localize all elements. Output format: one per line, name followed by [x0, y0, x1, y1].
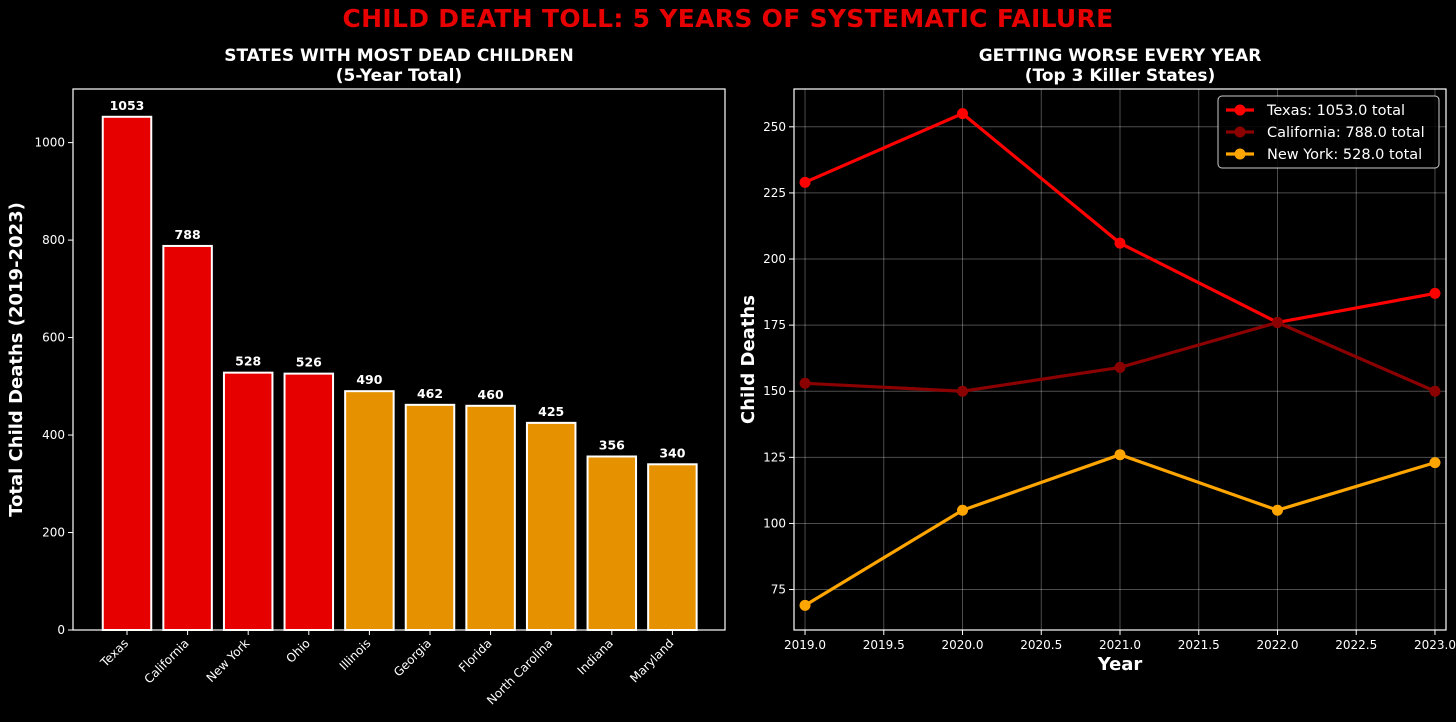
bar-value-label: 788 [175, 227, 201, 242]
x-tick-label: 2020.0 [942, 638, 984, 652]
bar-texas [101, 115, 153, 632]
x-tick-label: 2020.5 [1020, 638, 1062, 652]
series-point-california [957, 385, 969, 397]
legend-label: New York: 528.0 total [1267, 147, 1422, 163]
series-point-new-york [1271, 504, 1283, 516]
x-tick-label: 2022.0 [1256, 638, 1298, 652]
x-tick-label: 2019.5 [863, 638, 905, 652]
bar-value-label: 425 [538, 404, 564, 419]
y-tick-label: 400 [42, 428, 65, 442]
y-tick-label: 75 [771, 583, 786, 597]
y-tick-label: 150 [763, 384, 786, 398]
y-tick-label: 175 [763, 318, 786, 332]
series-point-new-york [799, 599, 811, 611]
x-tick-label: 2021.0 [1099, 638, 1141, 652]
series-point-texas [1114, 237, 1126, 249]
x-tick-label: 2021.5 [1178, 638, 1220, 652]
y-tick-label: 600 [42, 331, 65, 345]
series-point-texas [799, 176, 811, 188]
series-point-texas [1429, 287, 1441, 299]
bar-indiana [586, 455, 638, 631]
y-tick-label: 200 [763, 252, 786, 266]
bar-value-label: 462 [417, 386, 443, 401]
line-chart-subtitle: (Top 3 Killer States) [1025, 66, 1216, 86]
bar-value-label: 356 [599, 437, 625, 452]
series-point-california [1114, 361, 1126, 373]
bar-value-label: 526 [296, 355, 322, 370]
y-tick-label: 125 [763, 450, 786, 464]
bar-value-label: 340 [659, 445, 685, 460]
legend-label: California: 788.0 total [1267, 125, 1425, 141]
legend-box [1217, 95, 1440, 169]
legend-label: Texas: 1053.0 total [1266, 103, 1405, 119]
x-tick-label: 2023.0 [1414, 638, 1456, 652]
bar-value-label: 490 [356, 372, 382, 387]
series-point-california [1271, 316, 1283, 328]
bar-y-axis-label: Total Child Deaths (2019-2023) [6, 202, 27, 517]
line-y-axis-label: Child Deaths [738, 295, 759, 424]
bar-chart-subtitle: (5-Year Total) [336, 66, 462, 86]
bar-value-label: 528 [235, 354, 261, 369]
y-tick-label: 1000 [34, 136, 65, 150]
bar-north-carolina [525, 421, 577, 631]
bar-florida [465, 404, 516, 631]
bar-chart: STATES WITH MOST DEAD CHILDREN(5-Year To… [6, 46, 726, 707]
series-point-california [799, 377, 811, 389]
bar-california [162, 244, 213, 631]
y-tick-label: 200 [42, 526, 65, 540]
y-tick-label: 0 [57, 623, 65, 637]
bar-georgia [404, 403, 456, 631]
series-point-new-york [1429, 457, 1441, 469]
series-point-new-york [1114, 449, 1126, 461]
y-tick-label: 250 [763, 120, 786, 134]
figure-title: CHILD DEATH TOLL: 5 YEARS OF SYSTEMATIC … [342, 4, 1114, 33]
legend-marker [1234, 148, 1246, 160]
line-plot-frame [793, 88, 1447, 631]
x-tick-label: 2022.5 [1335, 638, 1377, 652]
legend-marker [1234, 126, 1246, 138]
bar-ohio [283, 372, 335, 631]
bar-chart-title: STATES WITH MOST DEAD CHILDREN [224, 46, 574, 66]
series-point-new-york [957, 504, 969, 516]
bar-plot-frame [72, 88, 726, 631]
bar-value-label: 1053 [110, 98, 145, 113]
line-x-axis-label: Year [1097, 654, 1143, 675]
line-chart-title: GETTING WORSE EVERY YEAR [979, 46, 1262, 66]
x-tick-label: 2019.0 [784, 638, 826, 652]
y-tick-label: 800 [42, 233, 65, 247]
y-tick-label: 225 [763, 186, 786, 200]
legend-marker [1234, 104, 1246, 116]
bar-value-label: 460 [478, 387, 504, 402]
y-tick-label: 100 [763, 516, 786, 530]
series-point-texas [957, 108, 969, 120]
series-point-california [1429, 385, 1441, 397]
